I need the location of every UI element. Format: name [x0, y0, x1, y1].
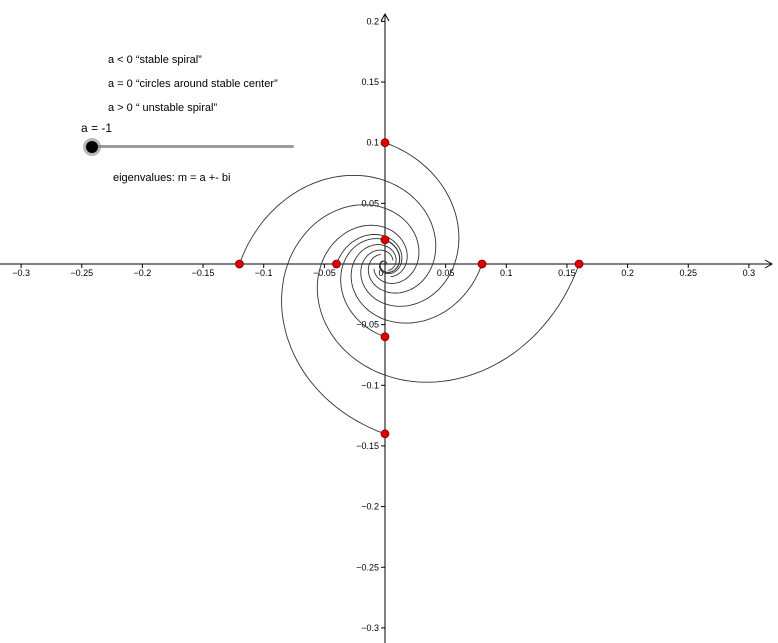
note-unstable-spiral: a > 0 “ unstable spiral”: [108, 102, 218, 114]
slider-a-knob[interactable]: [86, 140, 98, 153]
initial-point[interactable]: [380, 332, 390, 342]
trajectory-curve: [316, 224, 580, 383]
x-axis-arrow-icon: [764, 259, 774, 269]
y-tick-label: −0.3: [361, 623, 379, 633]
slider-a-track[interactable]: [92, 145, 294, 148]
x-tick-label: −0.1: [255, 268, 273, 278]
x-tick-label: 0.25: [679, 268, 697, 278]
note-stable-center: a = 0 “circles around stable center”: [108, 78, 278, 90]
initial-points[interactable]: [235, 138, 584, 439]
y-tick-label: −0.15: [356, 441, 379, 451]
coordinate-axes: [0, 12, 774, 643]
x-tick-label: −0.25: [70, 268, 93, 278]
initial-point[interactable]: [380, 235, 390, 245]
y-tick-label: 0.1: [366, 138, 379, 148]
x-tick-label: 0.15: [558, 268, 576, 278]
initial-point[interactable]: [477, 259, 487, 269]
x-tick-label: −0.2: [134, 268, 152, 278]
trajectory-curve: [340, 238, 400, 338]
initial-point[interactable]: [235, 259, 244, 269]
x-tick-label: −0.15: [192, 268, 215, 278]
x-tick-label: 0.2: [621, 268, 634, 278]
x-tick-label: 0.1: [500, 268, 513, 278]
x-tick-label: −0.05: [313, 268, 336, 278]
trajectory-curve: [360, 142, 460, 307]
trajectory-curve: [281, 204, 420, 435]
y-tick-label: 0.2: [366, 16, 379, 26]
trajectories: [238, 142, 580, 435]
note-stable-spiral: a < 0 “stable spiral”: [108, 54, 202, 66]
initial-point[interactable]: [380, 138, 390, 148]
initial-point[interactable]: [380, 429, 390, 439]
trajectory-curve: [336, 234, 403, 275]
slider-a-label: a = -1: [81, 121, 113, 135]
y-tick-label: −0.25: [356, 562, 379, 572]
x-tick-label: −0.3: [12, 268, 30, 278]
y-tick-label: −0.1: [361, 380, 379, 390]
y-tick-label: −0.2: [361, 502, 379, 512]
x-tick-label: 0.05: [437, 268, 455, 278]
eigenvalues-text: eigenvalues: m = a +- bi: [113, 172, 231, 184]
y-tick-label: 0.05: [361, 198, 379, 208]
initial-point[interactable]: [574, 259, 584, 269]
initial-point[interactable]: [332, 259, 341, 269]
x-tick-label: 0: [378, 268, 383, 278]
y-tick-label: −0.05: [356, 320, 379, 330]
x-tick-label: 0.3: [743, 268, 756, 278]
trajectory-curve: [238, 174, 437, 294]
y-axis-arrow-icon: [380, 12, 390, 22]
y-tick-label: 0.15: [361, 77, 379, 87]
trajectory-curve: [350, 244, 483, 324]
